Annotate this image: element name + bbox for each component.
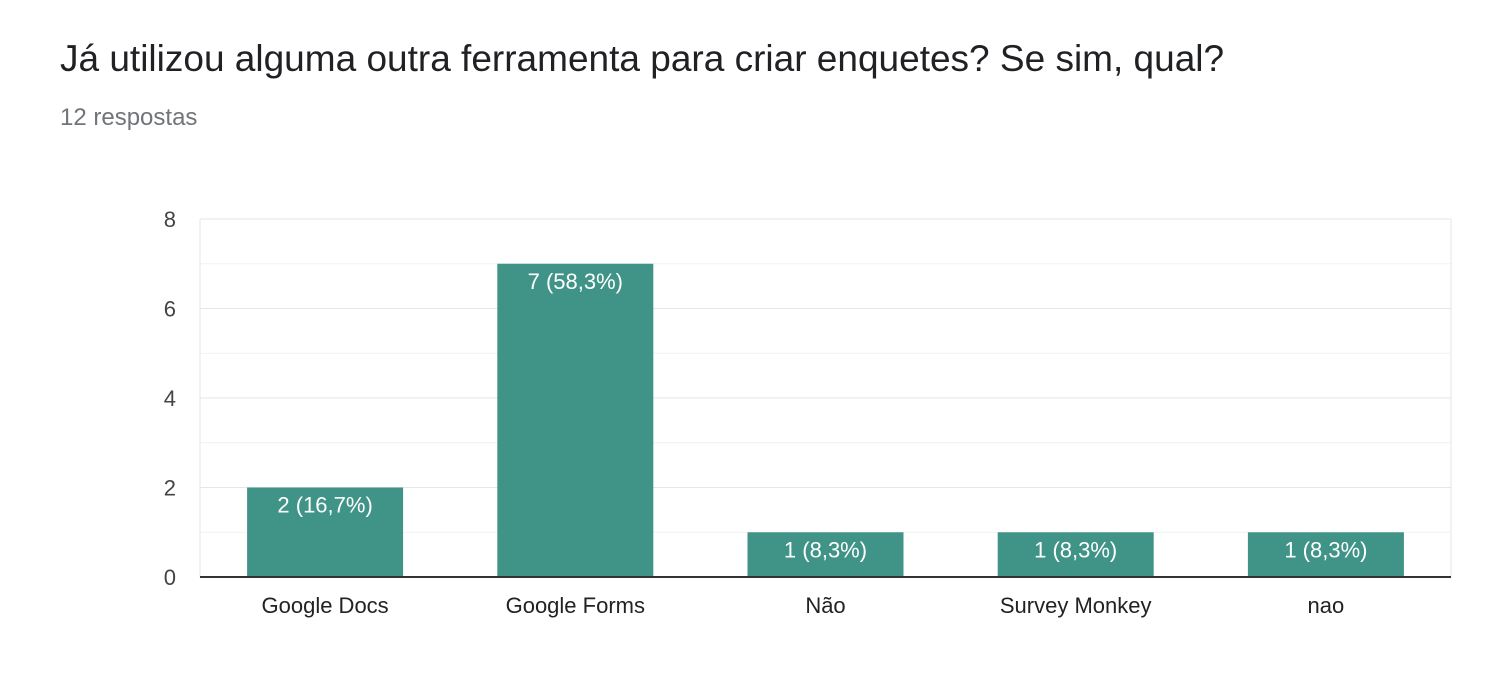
bar-data-label: 1 (8,3%) <box>1284 537 1367 562</box>
x-category-label: Survey Monkey <box>1000 593 1152 618</box>
bar <box>1247 532 1404 577</box>
x-category-label: nao <box>1308 593 1345 618</box>
bar <box>747 532 904 577</box>
x-category-label: Não <box>805 593 845 618</box>
y-tick-label: 8 <box>164 207 176 232</box>
y-tick-label: 4 <box>164 386 176 411</box>
x-category-label: Google Forms <box>506 593 645 618</box>
response-count: 12 respostas <box>60 104 198 131</box>
bar-data-label: 7 (58,3%) <box>528 269 623 294</box>
y-tick-label: 0 <box>164 565 176 590</box>
labels: 0 2 4 6 8 2 (16,7%) Google Docs 7 (58,3%) Google… <box>164 207 1368 618</box>
grid-lines <box>199 218 1452 577</box>
y-tick-label: 6 <box>164 297 176 322</box>
x-category-label: Google Docs <box>262 593 389 618</box>
bar <box>497 263 654 577</box>
bar <box>247 487 404 577</box>
bars <box>247 263 1404 577</box>
question-title: Já utilizou alguma outra ferramenta para… <box>60 38 1225 79</box>
bar-data-label: 2 (16,7%) <box>277 493 372 518</box>
bar <box>997 532 1154 577</box>
bar-data-label: 1 (8,3%) <box>784 537 867 562</box>
bar-data-label: 1 (8,3%) <box>1034 537 1117 562</box>
y-tick-label: 2 <box>164 476 176 501</box>
